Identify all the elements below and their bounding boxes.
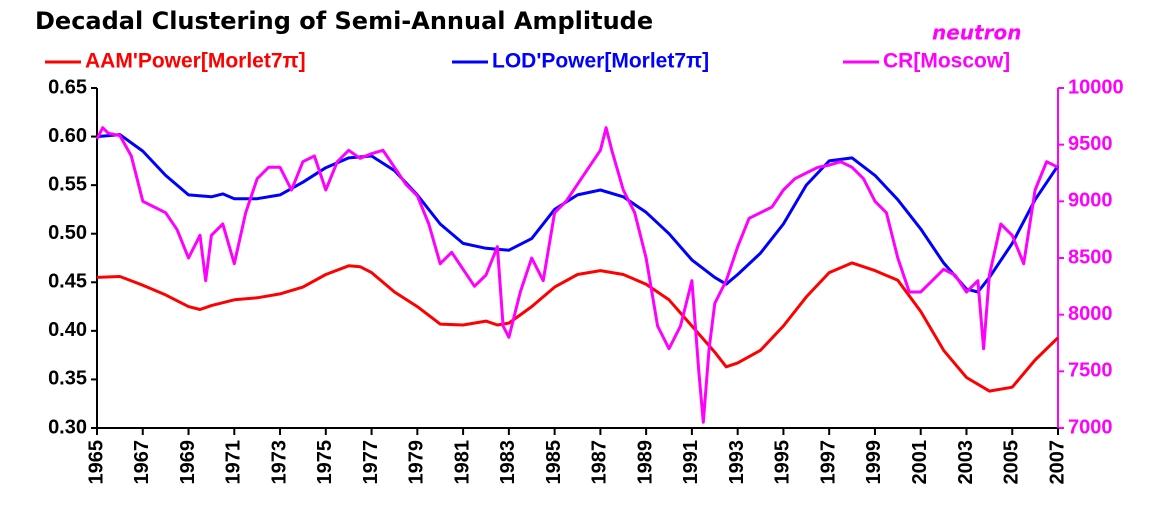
- x-tick-label: 1971: [223, 440, 245, 485]
- x-tick-label: 2003: [955, 440, 977, 485]
- x-tick-label: 1983: [497, 440, 519, 485]
- x-tick-label: 1997: [817, 440, 839, 485]
- y-tick-label: 0.50: [48, 222, 87, 244]
- y2-tick-label: 8500: [1068, 246, 1113, 268]
- x-tick-label: 2007: [1046, 440, 1068, 485]
- annotation: neutron: [932, 21, 1021, 45]
- y-tick-label: 0.40: [48, 319, 87, 341]
- x-tick-label: 2005: [1001, 440, 1023, 485]
- x-tick-label: 1967: [131, 440, 153, 485]
- x-tick-label: 1975: [314, 440, 336, 485]
- y2-tick-label: 10000: [1068, 76, 1124, 98]
- x-tick-label: 1991: [680, 440, 702, 485]
- series-line: [96, 261, 1060, 393]
- y-tick-label: 0.45: [48, 271, 87, 293]
- series-line: [96, 133, 1060, 294]
- y-tick-label: 0.65: [48, 76, 87, 98]
- y2-tick-label: 9500: [1068, 133, 1113, 155]
- y-tick-label: 0.55: [48, 173, 87, 195]
- y-tick-label: 0.35: [48, 368, 87, 390]
- x-tick-label: 1977: [360, 440, 382, 485]
- y2-tick-label: 8000: [1068, 303, 1113, 325]
- legend-label: AAM'Power[Morlet7π]: [85, 50, 306, 73]
- y2-tick-label: 9000: [1068, 190, 1113, 212]
- legend-label: LOD'Power[Morlet7π]: [492, 50, 709, 73]
- x-tick-label: 1979: [406, 440, 428, 485]
- series-line: [95, 126, 1059, 424]
- x-tick-label: 1969: [177, 440, 199, 485]
- x-tick-label: 1981: [451, 440, 473, 485]
- y-tick-label: 0.30: [48, 416, 87, 438]
- x-tick-label: 1987: [589, 440, 611, 485]
- x-tick-label: 1973: [268, 440, 290, 485]
- x-tick-label: 1965: [85, 440, 107, 485]
- y-tick-label: 0.60: [48, 125, 87, 147]
- x-tick-label: 2001: [909, 440, 931, 485]
- x-tick-label: 1993: [726, 440, 748, 485]
- x-tick-label: 1989: [634, 440, 656, 485]
- x-tick-label: 1999: [863, 440, 885, 485]
- legend-label: CR[Moscow]: [883, 50, 1010, 73]
- chart-title: Decadal Clustering of Semi-Annual Amplit…: [35, 7, 653, 35]
- x-tick-label: 1985: [543, 440, 565, 485]
- y2-tick-label: 7000: [1068, 416, 1113, 438]
- y2-tick-label: 7500: [1068, 360, 1113, 382]
- x-tick-label: 1995: [772, 440, 794, 485]
